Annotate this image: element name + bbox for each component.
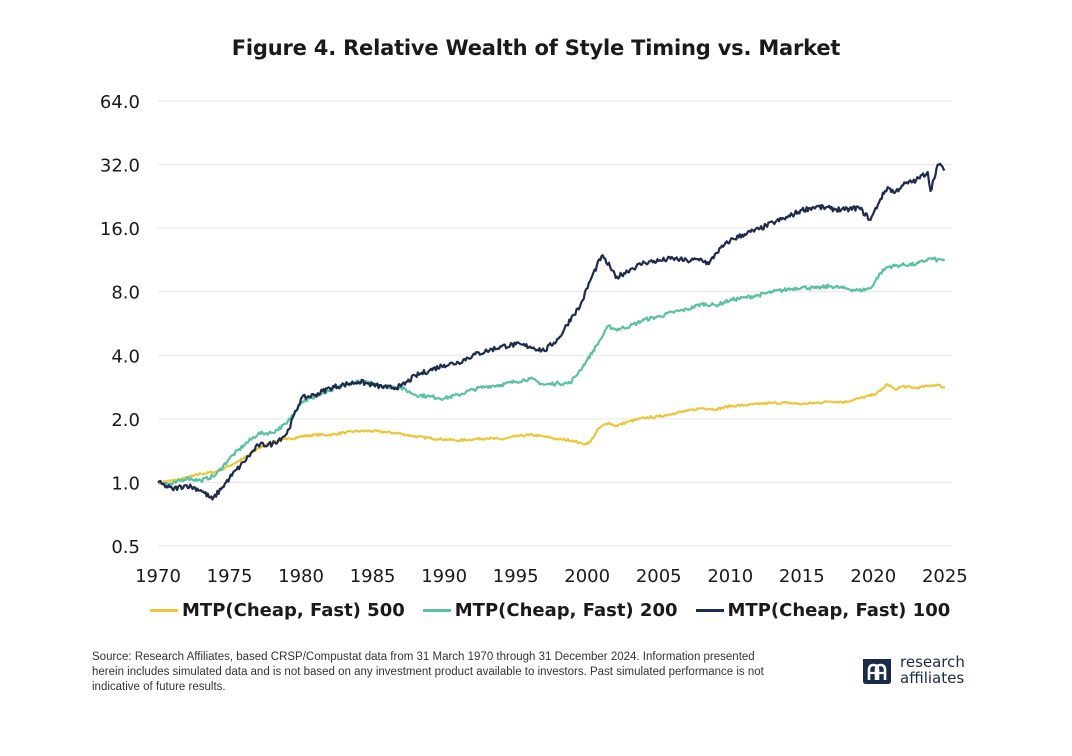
x-tick-label: 2020 (850, 566, 896, 587)
research-affiliates-logo-icon (863, 659, 891, 684)
series-line-200 (157, 256, 946, 486)
x-tick-label: 1985 (350, 566, 396, 587)
logo-line1: research (900, 653, 965, 671)
x-tick-label: 1975 (207, 566, 253, 587)
chart-legend: MTP(Cheap, Fast) 500 MTP(Cheap, Fast) 20… (150, 600, 950, 621)
legend-item-500: MTP(Cheap, Fast) 500 (150, 600, 405, 621)
legend-swatch-200 (422, 609, 451, 612)
y-tick-label: 0.5 (111, 537, 140, 558)
legend-item-200: MTP(Cheap, Fast) 200 (422, 600, 678, 621)
x-tick-label: 1970 (135, 566, 181, 587)
legend-swatch-100 (695, 609, 724, 612)
x-tick-label: 2005 (636, 566, 682, 587)
x-tick-label: 2015 (779, 566, 825, 587)
series-line-500 (157, 383, 946, 485)
y-tick-label: 16.0 (100, 219, 140, 240)
legend-label-500: MTP(Cheap, Fast) 500 (182, 600, 405, 621)
legend-item-100: MTP(Cheap, Fast) 100 (695, 600, 951, 621)
x-tick-label: 2000 (564, 566, 610, 587)
y-tick-label: 32.0 (100, 156, 140, 177)
legend-label-100: MTP(Cheap, Fast) 100 (727, 600, 951, 621)
chart-title: Figure 4. Relative Wealth of Style Timin… (231, 36, 841, 60)
source-note: Source: Research Affiliates, based CRSP/… (92, 651, 764, 693)
legend-label-200: MTP(Cheap, Fast) 200 (454, 600, 678, 621)
y-tick-label: 1.0 (111, 473, 140, 494)
x-tick-label: 1995 (493, 566, 539, 587)
x-tick-label: 2025 (922, 566, 968, 587)
research-affiliates-logo[interactable]: research affiliates (860, 653, 965, 687)
y-tick-label: 2.0 (111, 410, 140, 431)
legend-swatch-500 (150, 609, 178, 612)
series-line-100 (157, 162, 946, 501)
chart-plot: 0.5 1.0 2.0 4.0 8.0 16.0 32.0 64.0 1970 1975 1980 1… (100, 92, 968, 587)
x-tick-label: 1990 (421, 566, 467, 587)
y-tick-label: 8.0 (111, 283, 140, 304)
x-tick-label: 1980 (278, 566, 324, 587)
logo-line2: affiliates (900, 669, 965, 687)
y-tick-label: 64.0 (100, 92, 140, 113)
y-tick-label: 4.0 (111, 346, 140, 367)
x-tick-label: 2010 (707, 566, 753, 587)
